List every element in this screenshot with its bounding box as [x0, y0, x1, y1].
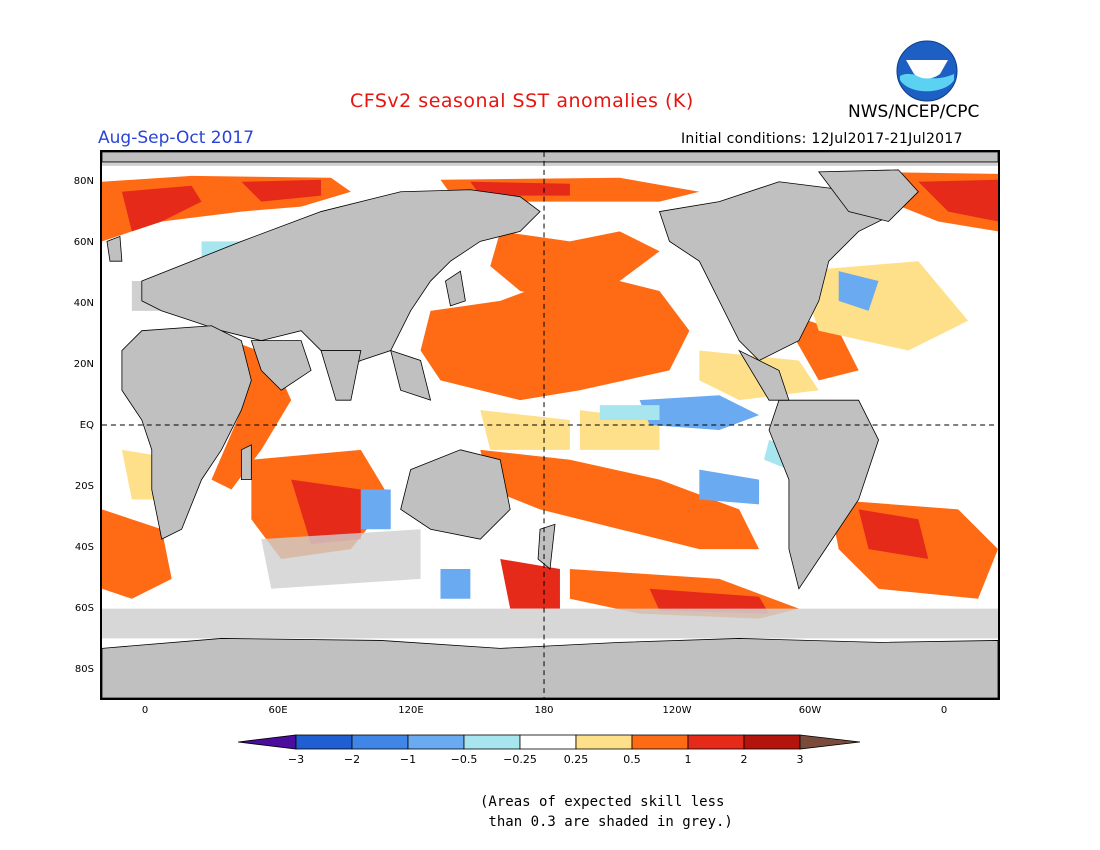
colorbar: [237, 734, 862, 750]
land-masses: [102, 152, 998, 698]
lat-label-60n: 60N: [73, 237, 94, 248]
lon-label-0: 0: [141, 705, 149, 716]
colorbar-bin-3: [407, 734, 465, 750]
lon-label-120e: 120E: [398, 705, 424, 716]
lat-label-20n: 20N: [73, 359, 94, 370]
colorbar-label-05: 0.5: [623, 753, 641, 766]
colorbar-bin-1: [295, 734, 353, 750]
colorbar-label-neg025: −0.25: [503, 753, 537, 766]
colorbar-label-neg2: −2: [343, 753, 361, 766]
lat-label-eq: EQ: [79, 420, 94, 431]
season-label: Aug-Sep-Oct 2017: [98, 128, 255, 148]
cool-anomalies: [360, 231, 879, 599]
colorbar-min-arrow: [237, 734, 297, 750]
lat-label-40s: 40S: [74, 542, 94, 553]
colorbar-label-neg05: −0.5: [450, 753, 478, 766]
lon-label-60w: 60W: [798, 705, 822, 716]
colorbar-bin-2: [351, 734, 409, 750]
colorbar-label-3: 3: [796, 753, 804, 766]
sst-anomaly-map: [100, 150, 1000, 700]
lat-label-40n: 40N: [73, 298, 94, 309]
lon-label-180: 180: [534, 705, 554, 716]
lat-label-60s: 60S: [74, 603, 94, 614]
map-title: CFSv2 seasonal SST anomalies (K): [350, 90, 694, 112]
skill-footnote: (Areas of expected skill less than 0.3 a…: [480, 792, 733, 832]
lat-label-80n: 80N: [73, 176, 94, 187]
lat-label-20s: 20S: [74, 481, 94, 492]
lon-label-0-east: 0: [940, 705, 948, 716]
skill-footnote-line2: than 0.3 are shaded in grey.): [480, 814, 733, 830]
colorbar-label-2: 2: [740, 753, 748, 766]
colorbar-label-1: 1: [684, 753, 692, 766]
colorbar-label-neg3: −3: [287, 753, 305, 766]
strong-warm-anomalies: [121, 179, 998, 614]
colorbar-bin-5: [519, 734, 577, 750]
colorbar-max-arrow: [799, 734, 861, 750]
organization-label: NWS/NCEP/CPC: [848, 102, 980, 122]
lon-label-120w: 120W: [662, 705, 692, 716]
colorbar-bin-6: [575, 734, 633, 750]
noaa-logo: [896, 40, 958, 102]
colorbar-label-neg1: −1: [399, 753, 417, 766]
lat-label-80s: 80S: [74, 664, 94, 675]
colorbar-bin-8: [687, 734, 745, 750]
colorbar-bin-7: [631, 734, 689, 750]
lon-label-60e: 60E: [268, 705, 288, 716]
colorbar-label-025: 0.25: [563, 753, 589, 766]
initial-conditions-label: Initial conditions: 12Jul2017-21Jul2017: [681, 131, 963, 147]
colorbar-bin-4: [463, 734, 521, 750]
colorbar-bin-9: [743, 734, 801, 750]
skill-footnote-line1: (Areas of expected skill less: [480, 794, 725, 810]
